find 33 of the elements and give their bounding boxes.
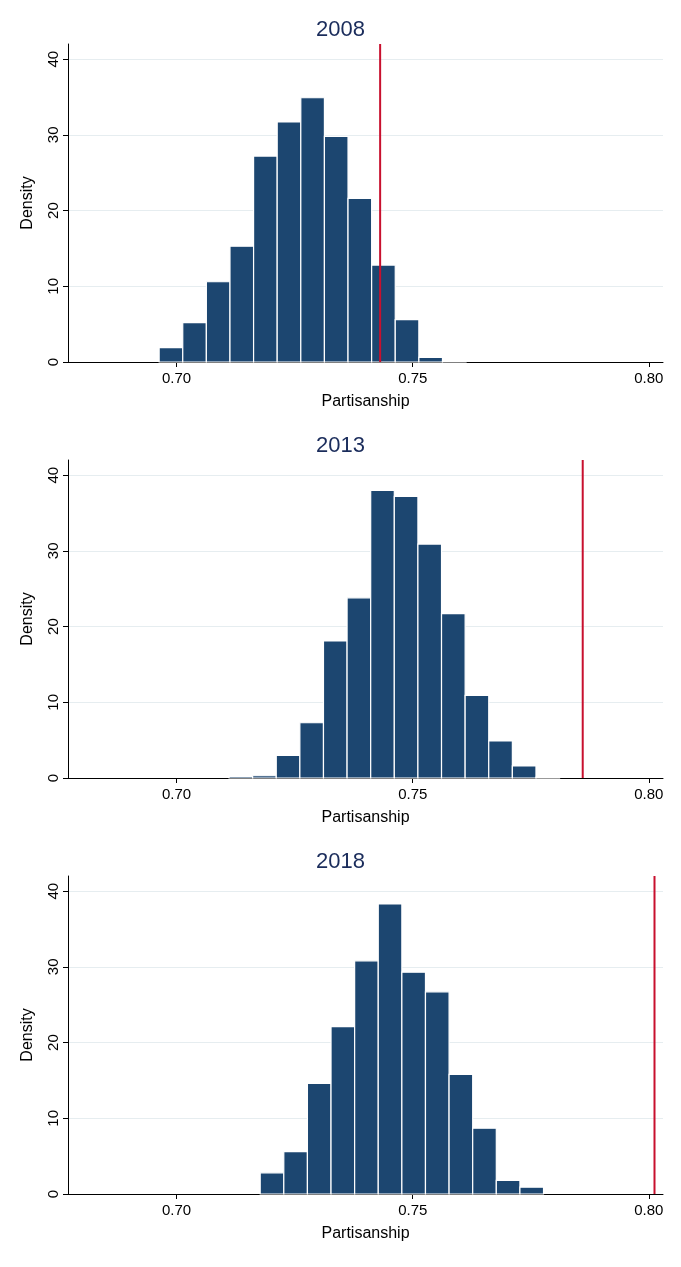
x-tick-label: 0.75 (398, 1201, 428, 1218)
chart-title: 2013 (316, 431, 365, 457)
y-axis-title: Density (17, 176, 35, 230)
x-tick-label: 0.75 (398, 785, 428, 802)
x-axis-title: Partisanship (321, 807, 410, 825)
y-tick-label: 40 (44, 466, 61, 484)
y-tick-label: 30 (44, 126, 61, 144)
y-tick-label: 20 (44, 202, 61, 219)
y-tick-label: 20 (44, 618, 61, 635)
y-axis-title: Density (17, 1008, 35, 1062)
x-tick-label: 0.70 (162, 1201, 192, 1218)
y-tick-label: 40 (44, 882, 61, 900)
x-axis-title: Partisanship (321, 391, 410, 409)
y-tick-label: 40 (44, 50, 61, 68)
x-tick-label: 0.70 (162, 785, 192, 802)
y-tick-label: 0 (44, 357, 61, 367)
y-tick-label: 0 (44, 1189, 61, 1199)
y-tick-label: 10 (44, 277, 61, 295)
y-tick-label: 10 (44, 1109, 61, 1127)
x-axis-title: Partisanship (321, 1223, 410, 1241)
x-tick-label: 0.80 (634, 369, 664, 386)
y-axis-title: Density (17, 592, 35, 646)
y-tick-label: 0 (44, 773, 61, 783)
chart-title: 2008 (316, 15, 365, 41)
x-tick-label: 0.75 (398, 369, 428, 386)
y-tick-label: 30 (44, 958, 61, 976)
y-tick-label: 30 (44, 542, 61, 560)
y-tick-label: 20 (44, 1034, 61, 1051)
x-tick-label: 0.80 (634, 1201, 664, 1218)
y-tick-label: 10 (44, 693, 61, 711)
chart-title: 2018 (316, 847, 365, 873)
x-tick-label: 0.80 (634, 785, 664, 802)
x-tick-label: 0.70 (162, 369, 192, 386)
